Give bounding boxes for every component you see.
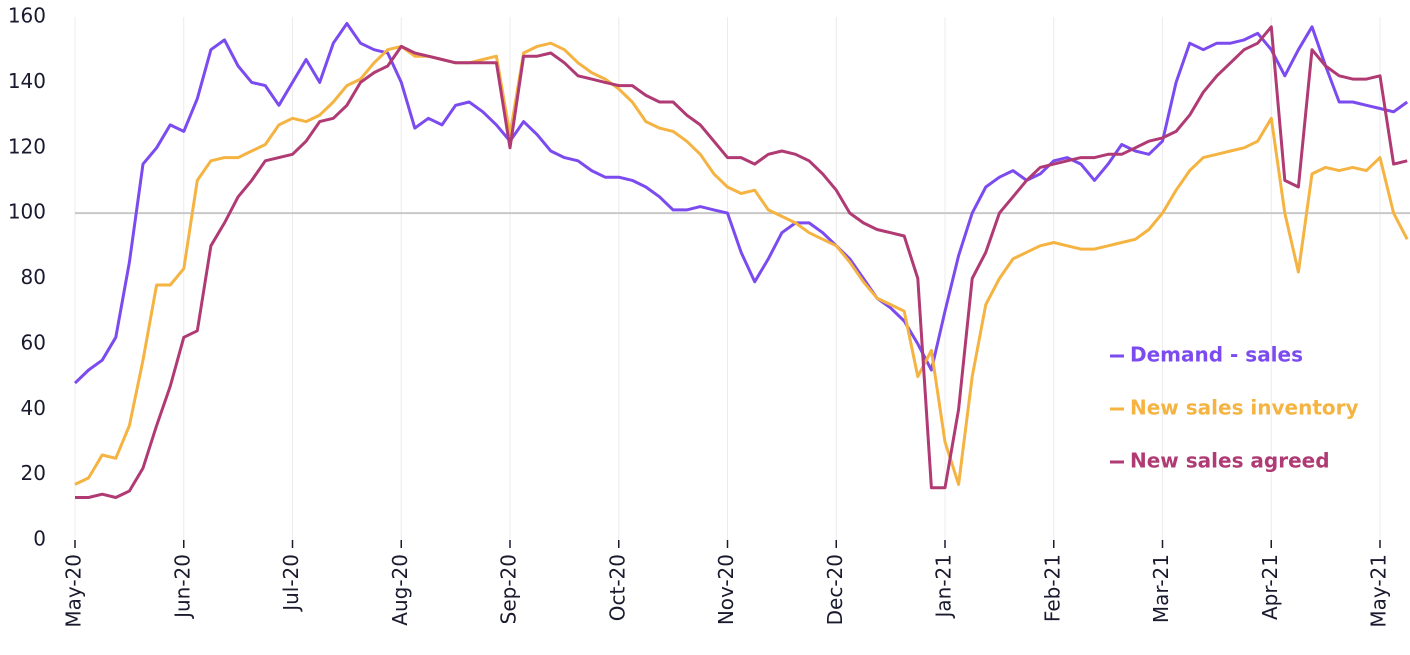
x-tick-label: May-20 [62, 554, 86, 628]
series-line [75, 25, 1408, 499]
legend-rect [1110, 407, 1124, 411]
legend-rect [1110, 354, 1124, 358]
x-tick-label: Jul-20 [279, 554, 303, 613]
y-tick-label: 40 [21, 396, 46, 420]
y-tick-label: 140 [8, 69, 46, 93]
x-tick-label: Apr-21 [1258, 554, 1282, 620]
y-tick-label: 120 [8, 134, 46, 158]
y-tick-label: 60 [21, 330, 46, 354]
x-tick-label: Jan-21 [932, 554, 956, 620]
x-tick-label: Oct-20 [605, 554, 629, 621]
x-tick-label: Nov-20 [714, 554, 738, 625]
legend-label: Demand - sales [1130, 343, 1303, 367]
x-tick-label: Sep-20 [497, 554, 521, 624]
x-tick-label: Jun-20 [170, 554, 194, 620]
y-tick-label: 20 [21, 461, 46, 485]
y-tick-label: 0 [33, 527, 46, 551]
series-line [73, 22, 1409, 385]
y-tick-label: 160 [8, 4, 46, 28]
legend-label: New sales inventory [1130, 396, 1359, 420]
series-line [74, 41, 1409, 486]
x-tick-label: Dec-20 [823, 554, 847, 625]
legend-label: New sales agreed [1130, 449, 1330, 473]
x-tick-label: May-21 [1367, 554, 1391, 628]
x-tick-label: Feb-21 [1040, 554, 1064, 622]
legend-rect [1110, 460, 1124, 464]
x-tick-label: Aug-20 [388, 554, 412, 626]
y-tick-label: 80 [21, 265, 46, 289]
y-tick-label: 100 [8, 200, 46, 224]
x-tick-label: Mar-21 [1149, 554, 1173, 623]
